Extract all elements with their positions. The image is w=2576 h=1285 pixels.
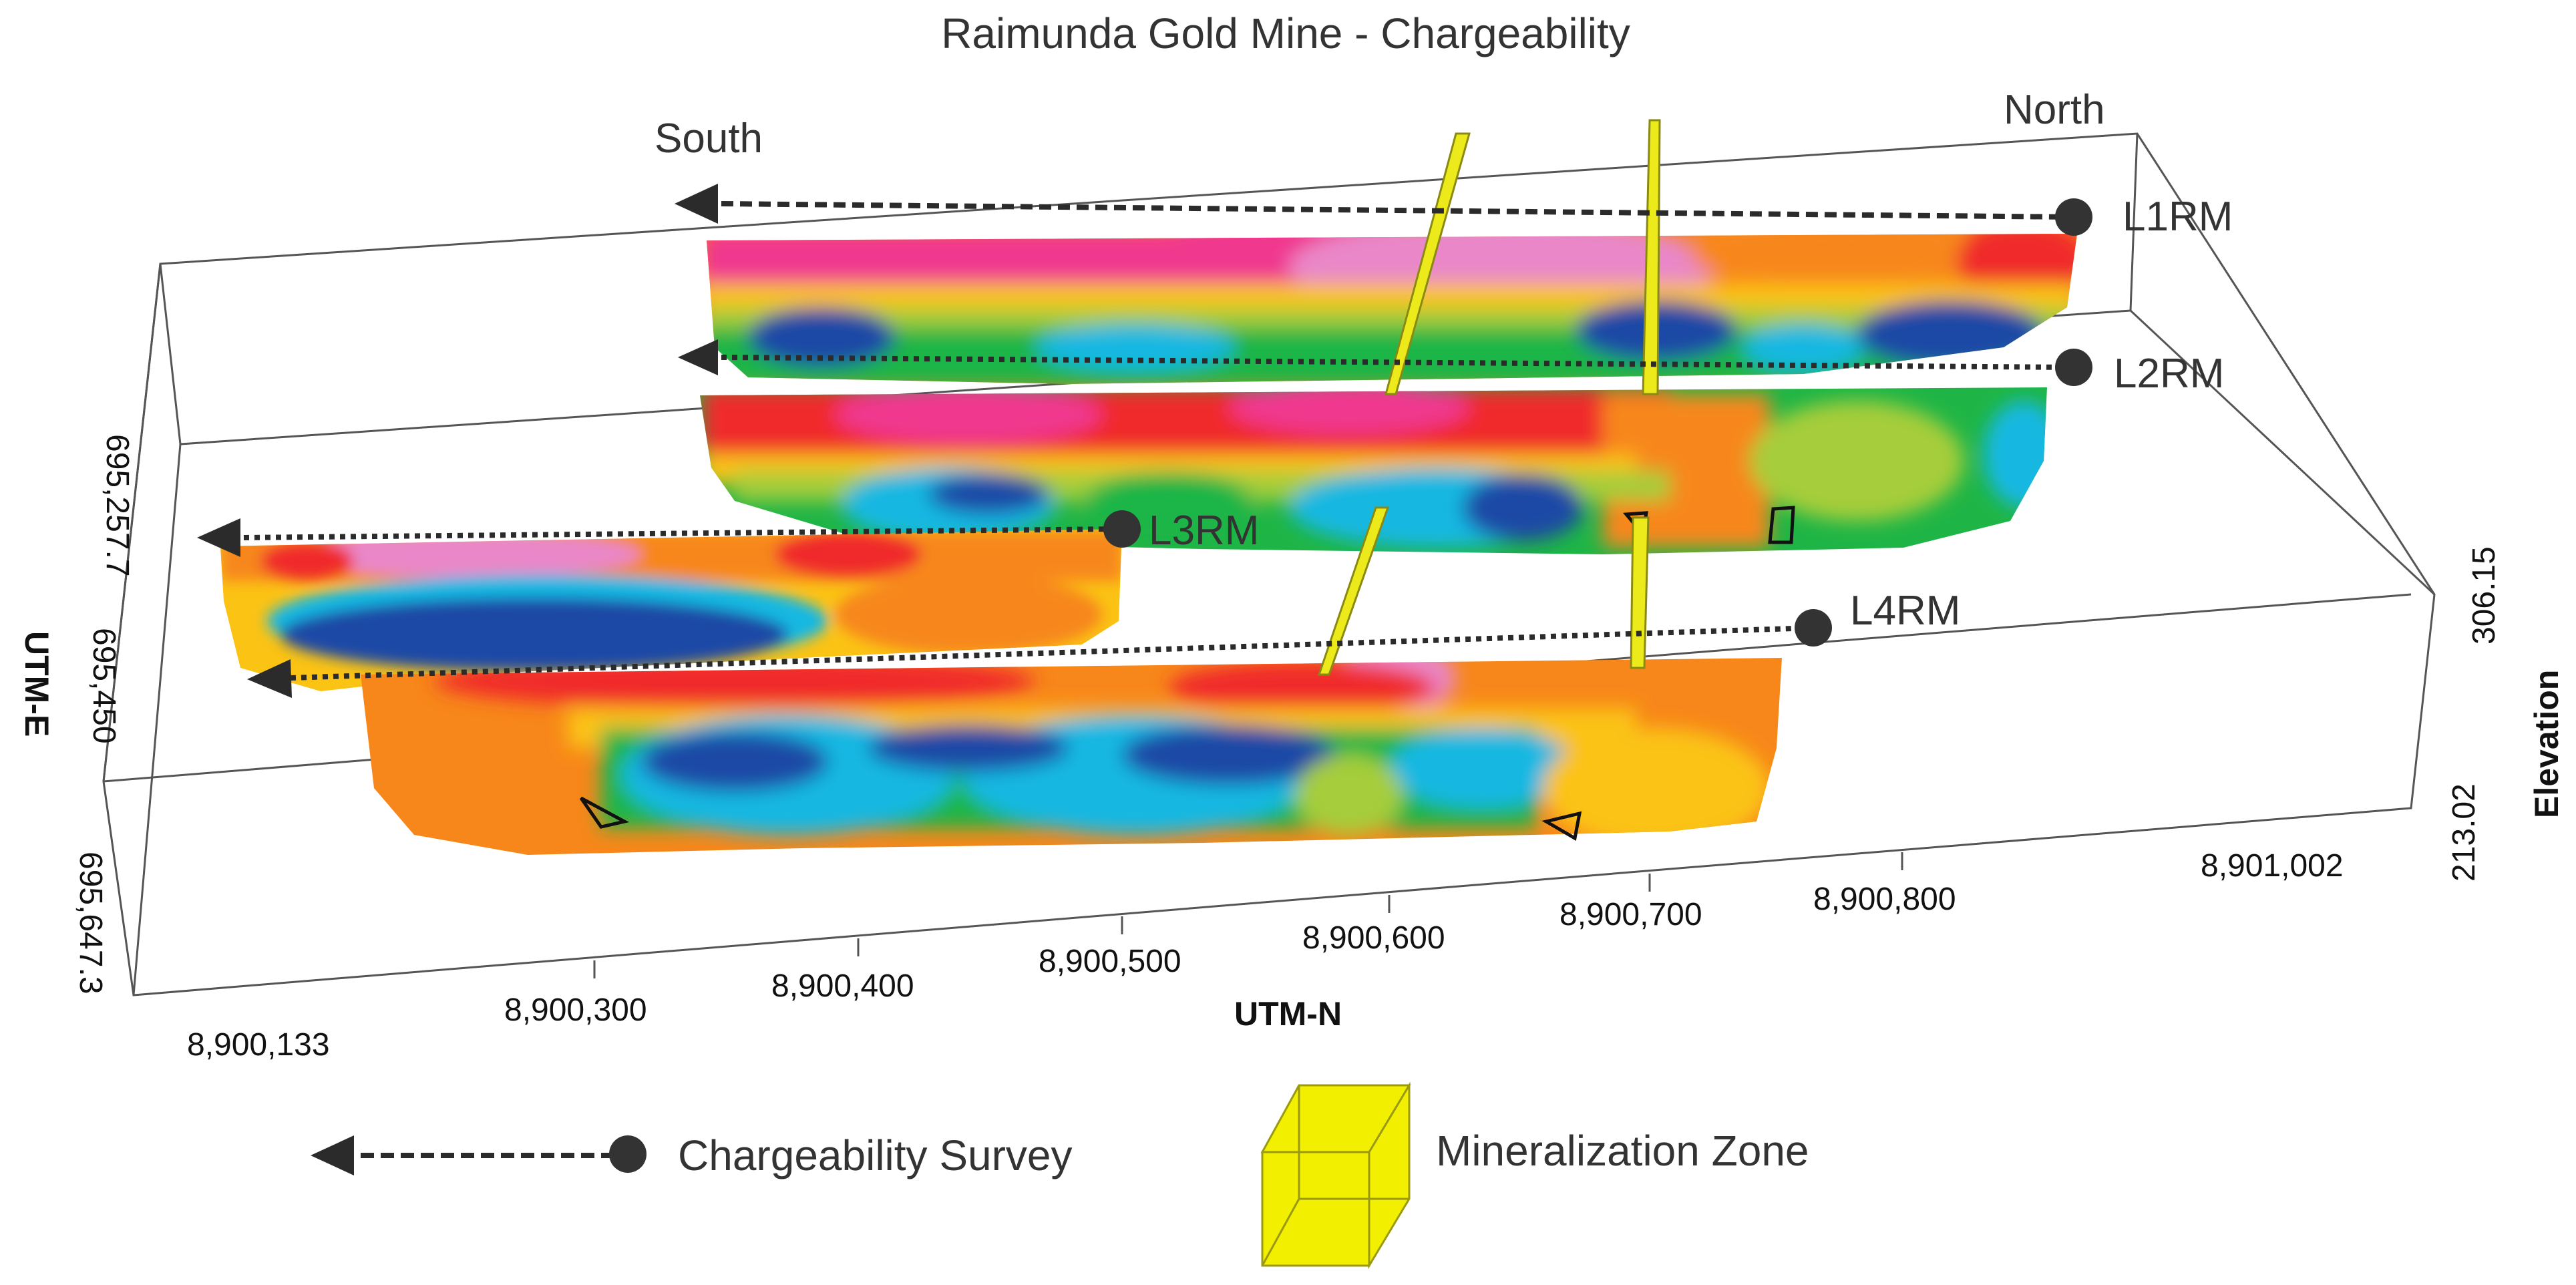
utm-n-tick: 8,900,700 [1559,897,1702,932]
elevation-axis-title: Elevation [2528,670,2565,818]
arrow-left-icon [311,1135,354,1175]
arrow-left-icon [247,659,292,698]
legend-survey-label: Chargeability Survey [678,1131,1073,1179]
mineralization-block-icon [1260,1081,1411,1270]
elevation-tick-labels: 306.15 213.02 [2446,546,2502,882]
utm-e-tick: 695,647.3 [73,852,108,994]
utm-n-tick: 8,900,133 [187,1027,330,1063]
north-label: North [2004,87,2105,133]
legend-zone-label: Mineralization Zone [1436,1127,1809,1175]
survey-start-marker [2055,198,2092,236]
elevation-tick: 213.02 [2446,783,2482,882]
utm-e-axis-title: UTM-E [18,631,55,737]
survey-start-marker [1103,510,1141,548]
survey-line-label: L2RM [2114,351,2224,397]
survey-lines: L1RM L2RM L3RM L4RM [197,184,2233,698]
legend-zone: Mineralization Zone [1260,1081,1809,1270]
south-label: South [655,116,763,162]
survey-line-label: L3RM [1149,508,1259,554]
utm-n-axis [593,852,1903,978]
utm-n-tick: 8,901,002 [2201,848,2344,884]
figure-title: Raimunda Gold Mine - Chargeability [941,9,1630,57]
survey-start-marker [1795,609,1832,647]
elevation-tick: 306.15 [2466,546,2502,645]
utm-n-tick: 8,900,400 [771,968,914,1004]
mineralization-zones [1317,119,1661,676]
survey-start-marker [2055,349,2092,386]
utm-n-tick: 8,900,600 [1302,920,1445,956]
utm-n-tick: 8,900,300 [504,992,647,1028]
utm-e-tick-labels: 695,257.7 695,450 695,647.3 [73,434,135,994]
legend: Chargeability Survey Mineralization Zone [311,1081,1809,1270]
legend-survey: Chargeability Survey [311,1131,1073,1179]
utm-n-tick: 8,900,500 [1039,944,1181,979]
utm-e-tick: 695,257.7 [100,434,135,577]
utm-n-tick-labels: 8,900,133 8,900,300 8,900,400 8,900,500 … [187,848,2344,1063]
survey-start-marker [609,1135,647,1173]
arrow-left-icon [197,518,240,557]
utm-e-tick: 695,450 [86,628,122,744]
survey-line-l4rm: L4RM [247,588,1960,698]
utm-n-tick: 8,900,800 [1813,882,1956,917]
survey-line-l2rm: L2RM [678,339,2224,397]
utm-n-axis-title: UTM-N [1234,995,1342,1033]
survey-line-label: L4RM [1850,588,1960,634]
survey-line-l1rm: L1RM [675,184,2233,240]
survey-line-label: L1RM [2123,194,2233,240]
arrow-left-icon [678,339,718,375]
arrow-left-icon [675,184,718,224]
survey-line-l3rm: L3RM [197,508,1259,557]
